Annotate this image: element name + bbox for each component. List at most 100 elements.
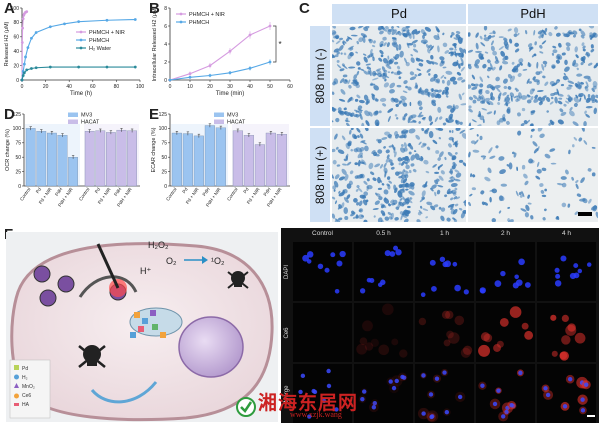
stained-cell: [502, 92, 507, 96]
stained-cell: [343, 207, 348, 214]
ce6-signal: [460, 347, 471, 358]
stained-cell: [593, 107, 597, 115]
stained-cell: [396, 70, 401, 76]
fl-row-label-dapi: DAPI: [284, 264, 290, 279]
nucleus-dot: [420, 292, 426, 297]
stained-cell: [428, 115, 433, 122]
stained-cell: [567, 80, 575, 84]
stained-cell: [482, 118, 485, 124]
stained-cell: [501, 113, 506, 121]
ce6-signal: [391, 338, 399, 346]
stained-cell: [418, 90, 425, 95]
nucleus-dot: [339, 250, 346, 258]
x-axis-label: Time (h): [70, 91, 92, 97]
stained-cell: [507, 206, 511, 209]
category-label: PdH: [54, 187, 63, 197]
stained-cell: [527, 194, 530, 199]
stained-cell: [370, 48, 373, 54]
legend-marker: [179, 12, 183, 16]
stained-cell: [422, 142, 427, 146]
stained-cell: [332, 39, 335, 43]
ce6-signal: [550, 314, 557, 321]
stained-cell: [537, 96, 543, 101]
stained-cell: [404, 197, 410, 200]
stained-cell: [454, 187, 458, 191]
data-point: [188, 72, 192, 76]
legend-marker: [79, 38, 83, 42]
bar: [193, 135, 204, 187]
stained-cell: [475, 42, 479, 50]
stained-cell: [573, 97, 580, 103]
stained-cell: [482, 63, 487, 69]
stained-cell: [509, 75, 516, 83]
x-tick-label: 100: [136, 84, 145, 90]
legend-swatch: [214, 112, 224, 117]
data-point: [248, 33, 252, 37]
stained-cell: [513, 33, 518, 38]
nucleus-dot: [577, 268, 583, 274]
bar: [215, 127, 226, 187]
stained-cell: [509, 38, 513, 44]
stained-cell: [430, 187, 434, 192]
stained-cell: [333, 180, 339, 188]
stained-cell: [405, 31, 410, 36]
nucleus-dot: [384, 250, 391, 257]
stained-cell: [535, 71, 541, 76]
nucleus-dot: [524, 282, 531, 288]
stained-cell: [432, 163, 437, 168]
stained-cell: [354, 109, 359, 113]
stained-cell: [552, 49, 558, 54]
stained-cell: [549, 148, 556, 152]
stained-cell: [439, 56, 445, 61]
stained-cell: [388, 180, 393, 184]
bar: [95, 130, 106, 187]
stained-cell: [350, 148, 354, 152]
stained-cell: [436, 189, 441, 195]
stained-cell: [526, 99, 532, 104]
stained-cell: [432, 139, 438, 145]
stained-cell: [423, 32, 427, 37]
stained-cell: [453, 219, 458, 222]
stained-cell: [364, 128, 369, 132]
stained-cell: [444, 194, 448, 198]
stained-cell: [524, 212, 530, 218]
nucleus-dot: [360, 396, 365, 402]
molecule-cluster: [130, 310, 166, 338]
nucleus-dot: [554, 267, 560, 273]
stained-cell: [469, 193, 473, 197]
stained-cell: [377, 72, 382, 77]
stained-cell: [514, 42, 519, 47]
stained-cell: [586, 54, 590, 58]
fluorescence-cell-ce6-0: [293, 303, 352, 362]
stained-cell: [416, 219, 421, 222]
y-tick-label: 100: [11, 6, 20, 12]
stained-cell: [591, 146, 596, 149]
stained-cell: [399, 135, 406, 139]
stained-cell: [468, 122, 472, 126]
stained-cell: [380, 204, 385, 209]
stained-cell: [530, 111, 535, 115]
stained-cell: [373, 85, 379, 91]
stained-cell: [400, 214, 403, 221]
stained-cell: [388, 136, 392, 139]
stained-cell: [551, 121, 555, 126]
legend-swatch: [68, 112, 78, 117]
stained-cell: [429, 121, 434, 126]
stained-cell: [413, 150, 417, 153]
stained-cell: [347, 36, 353, 40]
stained-cell: [360, 68, 365, 71]
y-tick-label: 40: [13, 49, 19, 55]
stained-cell: [442, 122, 447, 126]
stained-cell: [426, 146, 431, 151]
stained-cell: [460, 37, 464, 42]
stained-cell: [587, 93, 591, 98]
stained-cell: [443, 89, 449, 94]
stained-cell: [463, 199, 466, 204]
stained-cell: [443, 76, 447, 79]
nucleus-dot: [492, 401, 498, 407]
x-tick-label: 60: [90, 84, 96, 90]
stained-cell: [548, 32, 553, 37]
stained-cell: [357, 67, 361, 70]
